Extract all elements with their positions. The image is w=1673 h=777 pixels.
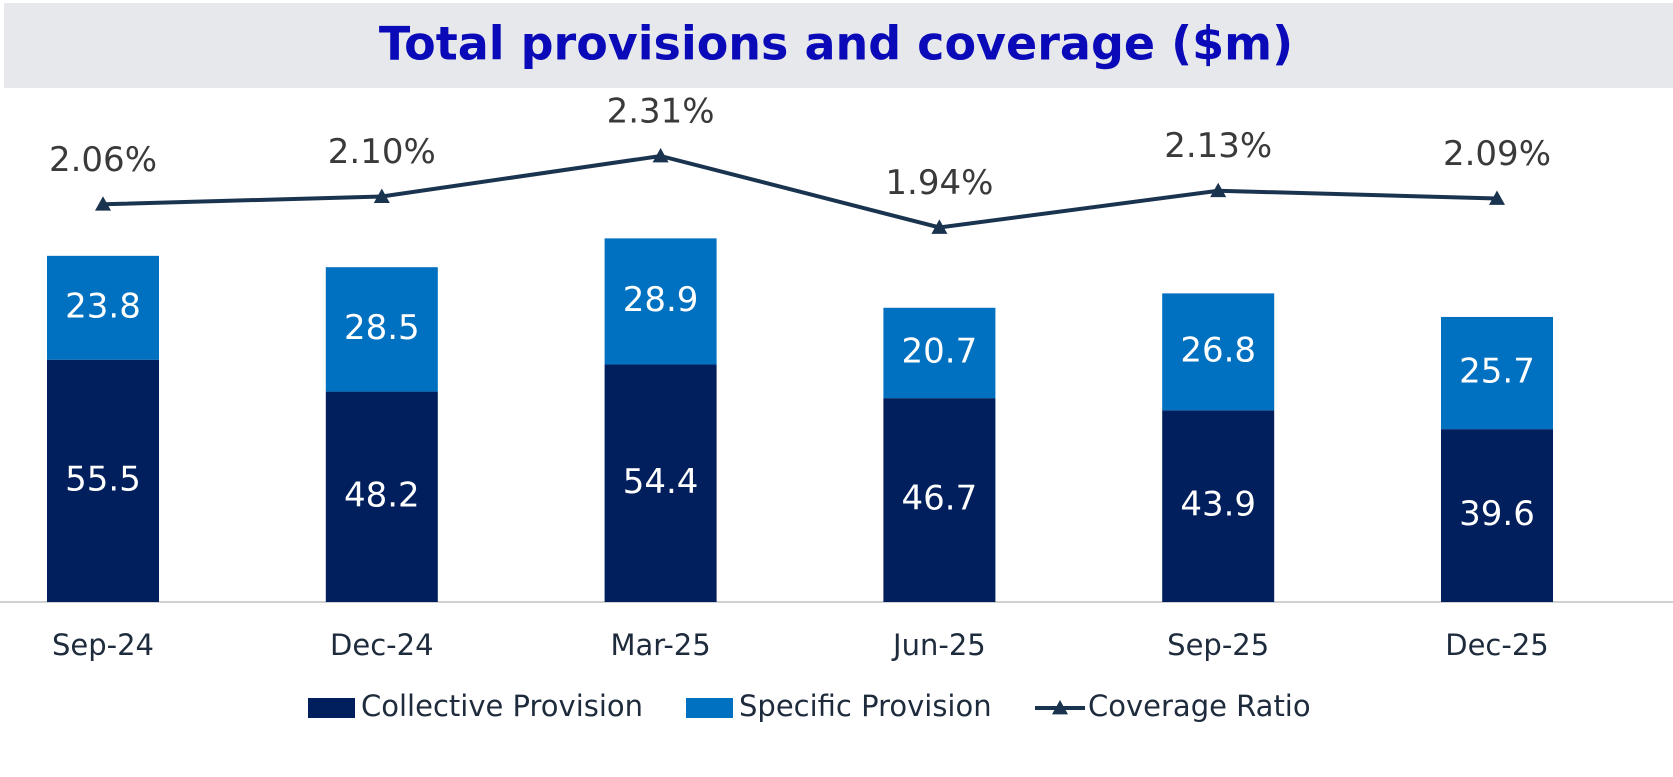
data-label: 2.06% bbox=[49, 140, 157, 180]
x-tick-label: Jun-25 bbox=[891, 628, 986, 662]
bar-segment bbox=[883, 307, 996, 399]
legend-swatch bbox=[308, 698, 355, 718]
data-label: 48.2 bbox=[344, 475, 420, 515]
x-tick-label: Sep-24 bbox=[52, 628, 154, 662]
line-marker bbox=[1489, 190, 1505, 205]
bar-segment bbox=[1441, 429, 1553, 602]
legend-label: Collective Provision bbox=[361, 689, 643, 723]
chart-title: Total provisions and coverage ($m) bbox=[379, 17, 1293, 71]
bar-segment bbox=[604, 238, 717, 365]
data-label: 2.10% bbox=[328, 132, 436, 172]
x-tick-label: Mar-25 bbox=[610, 628, 710, 662]
line-marker bbox=[373, 188, 390, 203]
data-label: 28.9 bbox=[623, 280, 699, 320]
bar-segment bbox=[883, 398, 996, 602]
x-tick-label: Sep-25 bbox=[1167, 628, 1269, 662]
line-marker bbox=[95, 196, 111, 211]
data-label: 39.6 bbox=[1459, 494, 1535, 534]
x-tick-label: Dec-25 bbox=[1445, 628, 1548, 662]
bar-segment bbox=[47, 255, 159, 360]
data-label: 1.94% bbox=[885, 163, 993, 203]
line-marker bbox=[1210, 182, 1227, 198]
data-label: 26.8 bbox=[1180, 330, 1256, 370]
data-label: 23.8 bbox=[65, 286, 141, 326]
bar-segment bbox=[325, 391, 438, 602]
legend-swatch bbox=[686, 698, 733, 718]
title-band bbox=[4, 3, 1673, 88]
data-label: 46.7 bbox=[902, 479, 978, 519]
data-label: 28.5 bbox=[344, 308, 420, 348]
data-label: 20.7 bbox=[902, 331, 978, 371]
data-label: 43.9 bbox=[1180, 485, 1256, 525]
line-marker bbox=[931, 219, 948, 234]
data-label: 55.5 bbox=[65, 459, 141, 499]
x-tick-label: Dec-24 bbox=[330, 628, 433, 662]
bar-segment bbox=[325, 267, 438, 392]
line-marker bbox=[652, 147, 669, 163]
bar-segment bbox=[1162, 293, 1275, 411]
legend-label: Coverage Ratio bbox=[1088, 689, 1311, 723]
bar-segment bbox=[1162, 410, 1275, 602]
data-label: 2.31% bbox=[607, 91, 715, 131]
bar-segment bbox=[604, 364, 717, 602]
data-label: 2.13% bbox=[1164, 126, 1272, 166]
bar-segment bbox=[1441, 316, 1553, 430]
data-label: 2.09% bbox=[1443, 134, 1551, 174]
coverage-line bbox=[102, 153, 1498, 230]
data-label: 25.7 bbox=[1459, 352, 1535, 392]
data-label: 54.4 bbox=[623, 462, 699, 502]
legend-label: Specific Provision bbox=[739, 689, 992, 723]
legend-marker bbox=[1052, 700, 1068, 715]
bar-segment bbox=[47, 359, 159, 602]
